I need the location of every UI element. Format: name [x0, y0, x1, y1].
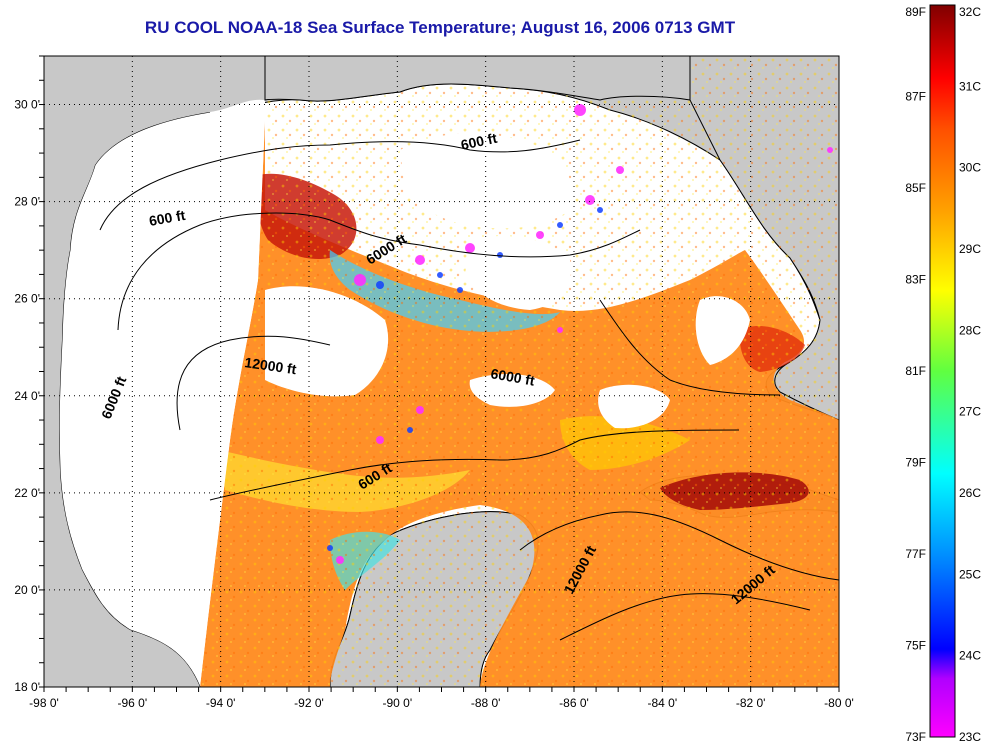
lon-tick-label: -90 0': [383, 696, 413, 710]
lon-tick-label: -92 0': [294, 696, 324, 710]
cloud-cover-central: [265, 286, 389, 397]
map-area: [44, 56, 839, 687]
lat-tick-label: 30 0': [14, 98, 40, 112]
lon-tick-label: -88 0': [471, 696, 501, 710]
graticule: [39, 55, 840, 692]
lon-tick-label: -94 0': [206, 696, 236, 710]
colorbar-celsius-labels: 32C 31C 30C 29C 28C 27C 26C 25C 24C 23C: [959, 5, 981, 744]
satellite-swath-edge: [44, 56, 265, 687]
lat-tick-label: 20 0': [14, 583, 40, 597]
contour-label-6000ft-east: 6000 ft: [489, 365, 536, 389]
colorbar-f-label: 73F: [905, 730, 926, 744]
colorbar-gradient: [929, 4, 956, 738]
cloud-cover-south: [469, 374, 555, 407]
lon-tick-label: -82 0': [736, 696, 766, 710]
lon-tick-label: -80 0': [824, 696, 854, 710]
colorbar-c-label: 23C: [959, 730, 981, 744]
colorbar-c-label: 28C: [959, 323, 981, 337]
cloud-cover-east-gulf: [465, 236, 571, 310]
colorbar-f-label: 77F: [905, 547, 926, 561]
cloud-cover-florida-shelf: [695, 296, 750, 365]
lat-tick-label: 22 0': [14, 486, 40, 500]
colorbar-c-label: 25C: [959, 567, 981, 581]
land-north-coast: [264, 56, 691, 102]
colorbar-c-label: 32C: [959, 5, 981, 19]
colorbar-c-label: 31C: [959, 79, 981, 93]
contour-label-600ft-west: 600 ft: [148, 207, 187, 229]
cloud-cover-north: [400, 133, 573, 229]
contour-label-600ft-north: 600 ft: [459, 130, 498, 153]
bathymetry-contours: [99, 139, 839, 641]
lat-tick-label: 28 0': [14, 195, 40, 209]
land-west-fill: [44, 56, 265, 687]
colorbar-c-label: 29C: [959, 242, 981, 256]
lon-tick-label: -96 0': [118, 696, 148, 710]
lon-tick-label: -86 0': [559, 696, 589, 710]
colorbar-fahrenheit-labels: 89F 87F 85F 83F 81F 79F 77F 75F 73F: [905, 5, 926, 744]
colorbar-c-label: 24C: [959, 649, 981, 663]
lat-tick-label: 24 0': [14, 389, 40, 403]
colorbar-f-label: 85F: [905, 181, 926, 195]
map-title: RU COOL NOAA-18 Sea Surface Temperature;…: [144, 18, 736, 37]
lat-tick-label: 26 0': [14, 292, 40, 306]
colorbar-f-label: 75F: [905, 639, 926, 653]
colorbar-c-label: 26C: [959, 486, 981, 500]
colorbar-f-label: 83F: [905, 273, 926, 287]
colorbar: 89F 87F 85F 83F 81F 79F 77F 75F 73F 32C 31C 30C 29C…: [905, 4, 981, 744]
colorbar-f-label: 87F: [905, 90, 926, 104]
cloud-cover-mid: [598, 384, 670, 429]
lon-tick-label: -84 0': [648, 696, 678, 710]
longitude-labels: -98 0' -96 0' -94 0' -92 0' -90 0' -88 0' -86 …: [29, 696, 854, 710]
colorbar-c-label: 30C: [959, 161, 981, 175]
colorbar-c-label: 27C: [959, 405, 981, 419]
lat-tick-label: 18 0': [14, 680, 40, 694]
contour-label-12000ft-central: 12000 ft: [244, 354, 298, 377]
colorbar-f-label: 81F: [905, 364, 926, 378]
latitude-labels: 18 0' 20 0' 22 0' 24 0' 26 0' 28 0' 30 0': [14, 98, 40, 694]
colorbar-f-label: 79F: [905, 456, 926, 470]
lon-tick-label: -98 0': [29, 696, 59, 710]
colorbar-f-label: 89F: [905, 5, 926, 19]
sst-blue-noise: [327, 207, 603, 551]
sst-cold-noise: [336, 104, 833, 564]
